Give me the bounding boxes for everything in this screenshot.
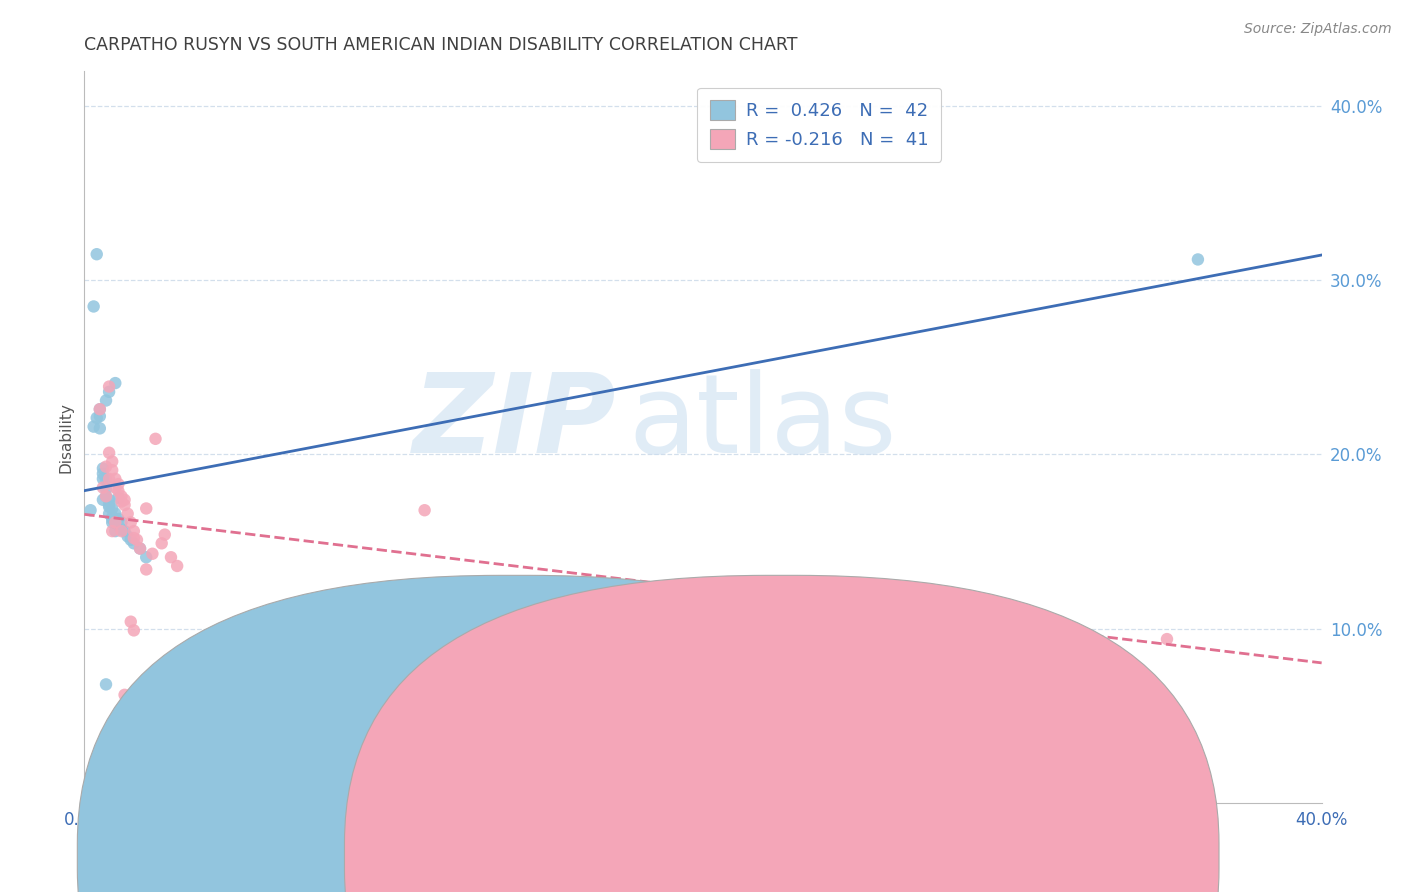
Point [94,489,117,503]
Point [117,529,139,543]
Point [101,510,124,524]
Point [94,472,117,486]
Point [129,541,152,556]
Point [107,491,129,505]
Point [101,516,124,530]
Point [98,384,121,399]
Point [107,484,129,499]
Point [94,459,117,474]
Point [94,677,117,691]
Point [98,500,121,514]
Point [79,503,101,517]
Point [122,536,145,550]
Point [114,498,136,512]
Y-axis label: Disability: Disability [58,401,73,473]
Point [153,527,176,541]
Point [1156,632,1178,646]
Point [117,507,139,521]
Point [98,472,121,486]
Point [91,492,114,507]
Point [122,624,145,638]
Point [104,516,127,530]
Point [104,481,127,495]
Text: Carpatho Rusyns: Carpatho Rusyns [534,849,671,863]
Point [98,446,121,460]
Point [110,516,132,530]
Point [107,477,129,491]
Point [91,481,114,495]
Point [104,516,127,530]
Point [104,524,127,538]
Point [145,432,167,446]
Point [86,247,108,261]
Text: atlas: atlas [628,369,897,476]
Point [94,483,117,497]
Point [150,536,173,550]
Legend: R =  0.426   N =  42, R = -0.216   N =  41: R = 0.426 N = 42, R = -0.216 N = 41 [697,87,942,161]
Text: Source: ZipAtlas.com: Source: ZipAtlas.com [1244,22,1392,37]
Point [132,741,155,756]
Point [98,498,121,512]
Point [83,419,105,434]
Point [110,489,132,503]
Point [104,472,127,486]
Point [83,300,105,314]
Point [1187,252,1209,267]
Point [104,376,127,390]
Point [101,524,124,538]
Point [107,512,129,526]
Point [89,402,111,417]
Text: South American Indians: South American Indians [801,849,993,863]
Point [98,492,121,507]
Point [98,507,121,521]
Point [1001,616,1024,631]
Point [91,472,114,486]
Text: CARPATHO RUSYN VS SOUTH AMERICAN INDIAN DISABILITY CORRELATION CHART: CARPATHO RUSYN VS SOUTH AMERICAN INDIAN … [84,36,797,54]
Text: ZIP: ZIP [413,369,616,476]
Point [91,467,114,481]
Point [141,547,163,561]
Point [89,421,111,435]
Point [160,550,183,565]
Point [122,524,145,538]
Point [122,531,145,545]
Point [166,558,188,573]
Point [135,550,157,565]
Point [413,503,436,517]
Point [91,461,114,475]
Point [135,501,157,516]
Point [94,489,117,503]
Point [135,562,157,576]
Point [110,524,132,538]
Point [107,519,129,533]
Point [120,516,142,530]
Point [120,615,142,629]
Point [120,533,142,547]
Point [110,494,132,508]
Point [101,501,124,516]
Point [114,492,136,507]
Point [98,379,121,393]
Point [114,524,136,538]
Point [89,402,111,417]
Point [110,522,132,536]
Point [129,541,152,556]
Point [101,454,124,468]
Point [125,533,148,547]
Point [86,411,108,425]
Point [101,463,124,477]
Point [101,512,124,526]
Point [89,409,111,424]
Point [104,507,127,521]
Point [114,688,136,702]
Point [94,393,117,408]
